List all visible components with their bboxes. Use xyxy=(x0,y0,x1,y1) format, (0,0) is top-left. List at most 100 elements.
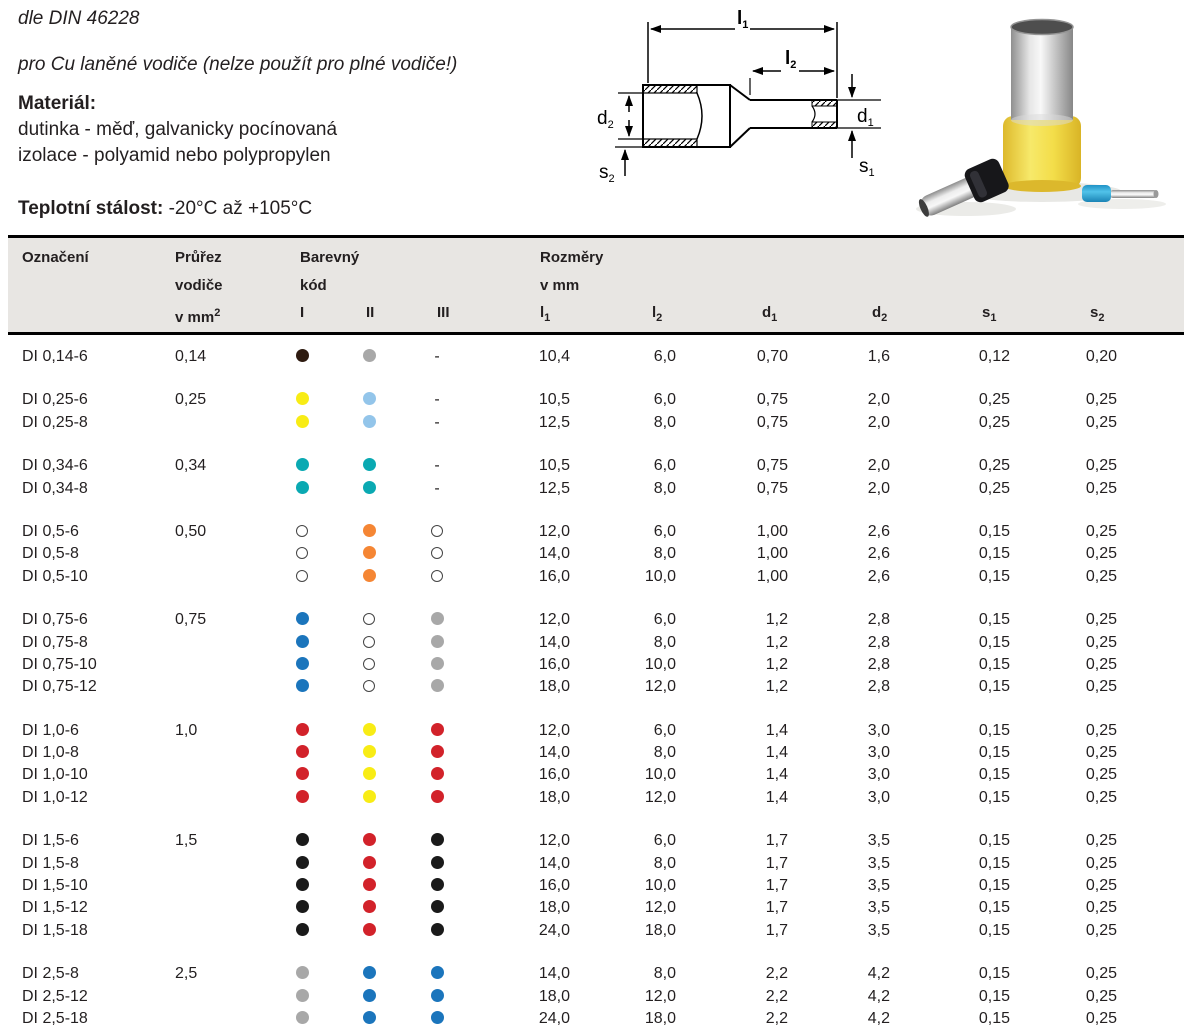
dimension-value: 14,0 xyxy=(538,965,570,983)
color-code-cell xyxy=(355,566,383,588)
col-header-prurez: Průřez xyxy=(175,249,222,266)
color-code-cell xyxy=(355,543,383,565)
dimension-value: 8,0 xyxy=(653,413,676,431)
color-code-cell xyxy=(423,897,451,919)
color-code-cell xyxy=(288,830,316,852)
table-row: DI 2,5-18 24,0 18,0 2,2 4,2 0,15 0,25 xyxy=(0,1008,1192,1030)
dimension-value: 1,00 xyxy=(756,567,788,585)
dimension-value: 0,75 xyxy=(756,391,788,409)
dimension-value: 3,0 xyxy=(867,766,890,784)
dimension-value: 0,25 xyxy=(1085,721,1117,739)
table-row: DI 0,34-8 - 12,5 8,0 0,75 2,0 0,25 0,25 xyxy=(0,478,1192,500)
dimension-value: 10,4 xyxy=(538,348,570,365)
dimension-value: 14,0 xyxy=(538,545,570,563)
color-code-none: - xyxy=(434,348,440,365)
color-dot-gray xyxy=(362,349,376,362)
col-header-l1: l1 xyxy=(540,304,551,324)
standard-note: dle DIN 46228 xyxy=(18,8,140,29)
dimension-value: 0,15 xyxy=(978,766,1010,784)
table-group: DI 1,0-6 1,0 12,0 6,0 1,4 3,0 0,15 0,25 DI 1,0-8… xyxy=(0,720,1192,810)
material-line-1: dutinka - měď, galvanicky pocínovaná xyxy=(18,119,338,140)
table-row: DI 1,0-6 1,0 12,0 6,0 1,4 3,0 0,15 0,25 xyxy=(0,720,1192,742)
dimension-value: 0,25 xyxy=(1085,987,1117,1005)
color-code-cell xyxy=(423,875,451,897)
dimension-value: 12,5 xyxy=(538,479,570,497)
dimension-value: 0,25 xyxy=(1085,678,1117,696)
row-label: DI 1,0-12 xyxy=(22,788,88,806)
row-label: DI 0,5-8 xyxy=(22,545,79,563)
dimension-value: 4,2 xyxy=(867,1009,890,1027)
table-group: DI 0,14-6 0,14 - 10,4 6,0 0,70 1,6 0,12 0,20 xyxy=(0,346,1192,368)
dimension-value: 0,25 xyxy=(1085,854,1117,872)
color-dot-white xyxy=(296,524,308,537)
row-label: DI 2,5-18 xyxy=(22,1009,88,1027)
dimension-value: 0,15 xyxy=(978,655,1010,673)
photo-black-ferrule xyxy=(918,158,1009,217)
row-label: DI 0,14-6 xyxy=(22,348,88,365)
dimension-value: 3,5 xyxy=(867,832,890,850)
color-dot-black xyxy=(430,833,444,847)
table-group: DI 0,34-6 0,34-10,5 6,0 0,75 2,0 0,25 0,25 DI 0… xyxy=(0,455,1192,500)
color-dot-lightblue xyxy=(362,392,376,406)
dimension-value: 12,0 xyxy=(538,721,570,739)
dimension-value: 0,70 xyxy=(756,348,788,365)
dimension-value: 0,25 xyxy=(1085,457,1117,475)
color-dot-blue xyxy=(295,634,309,648)
dimension-value: 12,0 xyxy=(538,522,570,540)
dimension-value: 2,8 xyxy=(867,633,890,651)
color-dot-white xyxy=(431,524,443,537)
table-row: DI 0,25-6 0,25 - 10,5 6,0 0,75 2,0 0,25 0,25 xyxy=(0,389,1192,411)
color-dot-red xyxy=(362,855,376,869)
dimension-value: 4,2 xyxy=(867,965,890,983)
row-label: DI 0,75-8 xyxy=(22,633,88,651)
row-label: DI 1,5-6 xyxy=(22,832,79,850)
color-code-none: - xyxy=(434,457,440,475)
dimension-value: 0,25 xyxy=(1085,832,1117,850)
dimension-value: 0,25 xyxy=(1085,522,1117,540)
color-dot-red xyxy=(362,922,376,936)
diagram-label-s1: s1 xyxy=(859,156,875,179)
table-row: DI 1,5-6 1,5 12,0 6,0 1,7 3,5 0,15 0,25 xyxy=(0,830,1192,852)
color-dot-teal xyxy=(362,458,376,472)
color-code-cell xyxy=(355,346,383,368)
dimension-value: 6,0 xyxy=(653,721,676,739)
color-code-cell xyxy=(355,609,383,631)
table-group: DI 0,5-6 0,50 12,0 6,0 1,00 2,6 0,15 0,25 DI 0,5… xyxy=(0,521,1192,588)
row-label: DI 1,5-12 xyxy=(22,899,88,917)
col-header-prurez-unit: v mm2 xyxy=(175,307,221,326)
cross-section-value: 0,14 xyxy=(175,348,207,365)
col-header-oznaceni: Označení xyxy=(22,249,89,266)
color-code-cell xyxy=(423,986,451,1008)
dimension-value: 3,0 xyxy=(867,788,890,806)
color-dot-gray xyxy=(295,966,309,980)
color-dot-blue xyxy=(295,612,309,626)
diagram-label-s2: s2 xyxy=(599,162,615,185)
color-code-cell xyxy=(355,676,383,698)
color-dot-lightblue xyxy=(362,414,376,428)
color-code-cell xyxy=(355,632,383,654)
table-group: DI 2,5-8 2,5 14,0 8,0 2,2 4,2 0,15 0,25 DI 2,5-1… xyxy=(0,963,1192,1030)
dimension-value: 0,25 xyxy=(1085,567,1117,585)
color-code-cell xyxy=(355,830,383,852)
color-code-cell xyxy=(423,787,451,809)
color-dot-orange xyxy=(362,568,376,582)
row-label: DI 1,5-18 xyxy=(22,921,88,939)
color-dot-black xyxy=(430,878,444,892)
color-dot-teal xyxy=(362,480,376,494)
color-dot-blue xyxy=(362,988,376,1002)
diagram-label-l2: l2 xyxy=(785,48,796,71)
dimension-value: 0,15 xyxy=(978,721,1010,739)
color-code-cell xyxy=(288,654,316,676)
col-header-rozmery-unit: v mm xyxy=(540,277,580,294)
color-code-cell xyxy=(288,875,316,897)
temperature-note: Teplotní stálost: -20°C až +105°C xyxy=(18,198,312,220)
color-dot-white xyxy=(296,569,308,582)
product-photo xyxy=(916,18,1166,217)
color-code-cell xyxy=(355,720,383,742)
cross-section-value: 0,50 xyxy=(175,522,207,540)
dimension-value: 0,25 xyxy=(1085,413,1117,431)
color-code-cell xyxy=(423,632,451,654)
dimension-value: 2,2 xyxy=(765,1009,788,1027)
col-header-barevny: Barevný xyxy=(300,249,360,266)
dimension-value: 0,25 xyxy=(1085,633,1117,651)
